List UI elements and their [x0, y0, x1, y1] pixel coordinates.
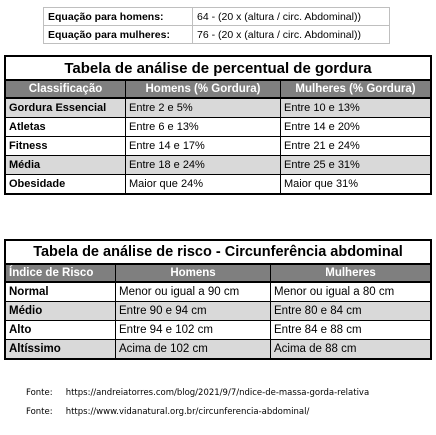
row-cell-women: Acima de 88 cm [270, 339, 432, 360]
equation-formula: 64 - (20 x (altura / circ. Abdominal)) [192, 7, 390, 26]
row-cell-men: Menor ou igual a 90 cm [115, 281, 271, 302]
row-cell-men: Entre 94 e 102 cm [115, 320, 271, 340]
table-header-row: Classificação Homens (% Gordura) Mulhere… [4, 79, 432, 99]
row-cell-women: Entre 14 e 20% [280, 117, 432, 137]
row-cell-men: Acima de 102 cm [115, 339, 271, 360]
table-row: Altíssimo Acima de 102 cm Acima de 88 cm [4, 339, 432, 360]
row-category: Fitness [4, 136, 126, 156]
body-fat-table: Tabela de análise de percentual de gordu… [4, 55, 432, 195]
table-row: Média Entre 18 e 24% Entre 25 e 31% [4, 155, 432, 175]
row-cell-women: Menor ou igual a 80 cm [270, 281, 432, 302]
table-title: Tabela de análise de risco - Circunferên… [4, 239, 432, 265]
row-cell-women: Entre 25 e 31% [280, 155, 432, 175]
table-row: Atletas Entre 6 e 13% Entre 14 e 20% [4, 117, 432, 137]
column-header: Mulheres [270, 263, 432, 283]
row-category: Obesidade [4, 174, 126, 195]
row-cell-women: Entre 10 e 13% [280, 97, 432, 118]
equation-row: Equação para mulheres: 76 - (20 x (altur… [43, 25, 390, 44]
source-label: Fonte: [26, 388, 53, 398]
equations-table: Equação para homens: 64 - (20 x (altura … [43, 7, 390, 44]
table-row: Fitness Entre 14 e 17% Entre 21 e 24% [4, 136, 432, 156]
source-line: Fonte: https://www.vidanatural.org.br/ci… [26, 407, 309, 417]
table-row: Obesidade Maior que 24% Maior que 31% [4, 174, 432, 195]
row-category: Normal [4, 281, 116, 302]
risk-table: Tabela de análise de risco - Circunferên… [4, 239, 432, 360]
equation-label: Equação para mulheres: [43, 25, 193, 44]
source-label: Fonte: [26, 407, 53, 417]
equation-formula: 76 - (20 x (altura / circ. Abdominal)) [192, 25, 390, 44]
row-cell-men: Entre 6 e 13% [125, 117, 281, 137]
row-category: Altíssimo [4, 339, 116, 360]
table-row: Normal Menor ou igual a 90 cm Menor ou i… [4, 281, 432, 302]
column-header: Homens (% Gordura) [125, 79, 281, 99]
equation-row: Equação para homens: 64 - (20 x (altura … [43, 7, 390, 26]
source-line: Fonte: https://andreiatorres.com/blog/20… [26, 388, 369, 398]
row-category: Alto [4, 320, 116, 340]
row-cell-men: Entre 14 e 17% [125, 136, 281, 156]
row-category: Médio [4, 301, 116, 321]
table-row: Gordura Essencial Entre 2 e 5% Entre 10 … [4, 97, 432, 118]
row-cell-women: Maior que 31% [280, 174, 432, 195]
row-category: Gordura Essencial [4, 97, 126, 118]
table-row: Médio Entre 90 e 94 cm Entre 80 e 84 cm [4, 301, 432, 321]
table-title: Tabela de análise de percentual de gordu… [4, 55, 432, 81]
row-cell-women: Entre 84 e 88 cm [270, 320, 432, 340]
row-cell-women: Entre 21 e 24% [280, 136, 432, 156]
source-link[interactable]: https://www.vidanatural.org.br/circunfer… [65, 407, 310, 417]
row-cell-men: Maior que 24% [125, 174, 281, 195]
row-cell-men: Entre 18 e 24% [125, 155, 281, 175]
column-header: Homens [115, 263, 271, 283]
row-category: Atletas [4, 117, 126, 137]
row-category: Média [4, 155, 126, 175]
row-cell-women: Entre 80 e 84 cm [270, 301, 432, 321]
equation-label: Equação para homens: [43, 7, 193, 26]
column-header: Classificação [4, 79, 126, 99]
table-row: Alto Entre 94 e 102 cm Entre 84 e 88 cm [4, 320, 432, 340]
row-cell-men: Entre 2 e 5% [125, 97, 281, 118]
column-header: Índice de Risco [4, 263, 116, 283]
row-cell-men: Entre 90 e 94 cm [115, 301, 271, 321]
source-link[interactable]: https://andreiatorres.com/blog/2021/9/7/… [65, 388, 370, 398]
table-header-row: Índice de Risco Homens Mulheres [4, 263, 432, 283]
column-header: Mulheres (% Gordura) [280, 79, 432, 99]
